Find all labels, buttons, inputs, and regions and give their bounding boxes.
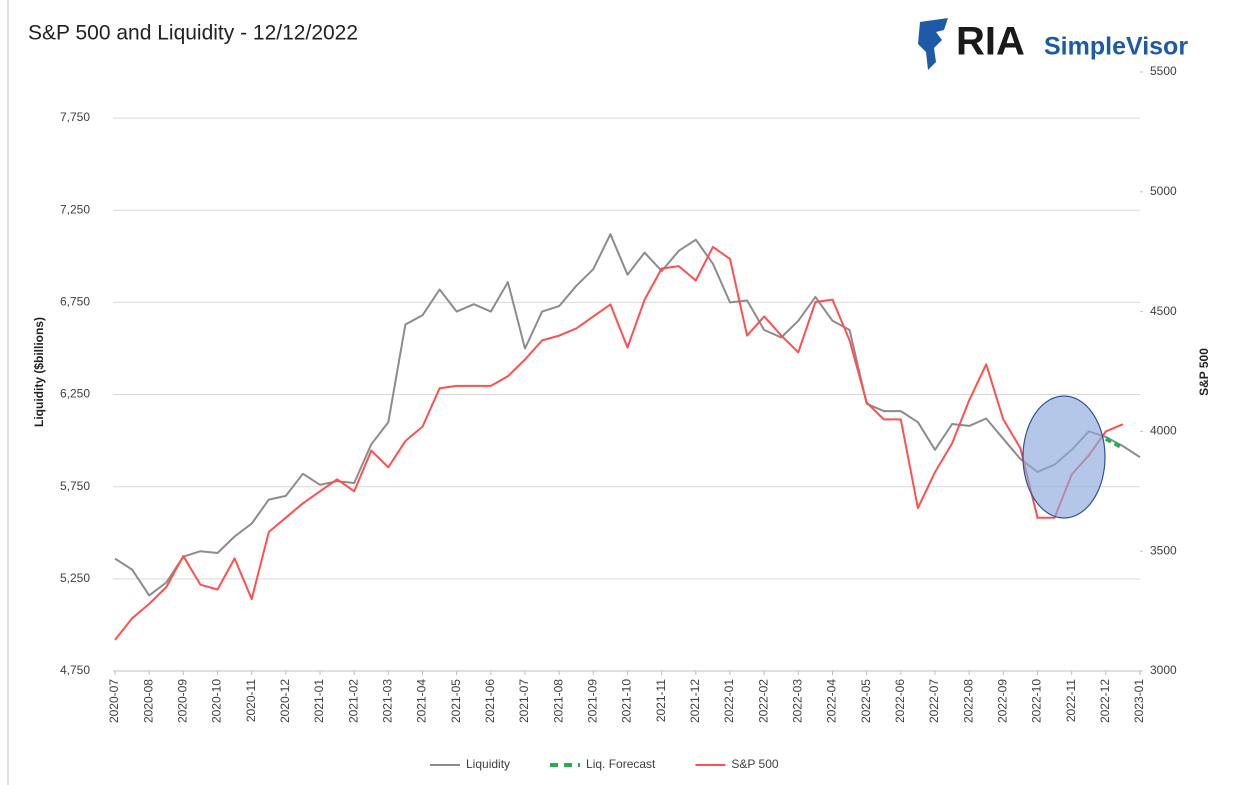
x-tick-label: 2022-12 [1098, 679, 1112, 723]
y2-tick-label: 3500 [1150, 543, 1177, 557]
x-tick-label: 2021-02 [346, 679, 360, 723]
chart-title: S&P 500 and Liquidity - 12/12/2022 [28, 22, 358, 45]
x-tick-label: 2022-02 [756, 679, 770, 723]
x-tick-label: 2022-08 [961, 679, 975, 723]
x-tick-label: 2020-10 [210, 679, 224, 723]
x-tick-label: 2020-09 [176, 679, 190, 723]
y-tick-label: 5,250 [60, 571, 90, 585]
x-tick-label: 2022-04 [825, 679, 839, 723]
series-line [114, 245, 1124, 641]
x-tick-label: 2021-08 [551, 679, 565, 723]
x-tick-label: 2021-09 [586, 679, 600, 723]
y-tick-label: 5,750 [60, 479, 90, 493]
legend-label: Liq. Forecast [586, 757, 656, 771]
x-tick-label: 2021-06 [483, 679, 497, 723]
x-tick-label: 2020-07 [107, 679, 121, 723]
logo-product: SimpleVisor [1044, 33, 1188, 61]
x-tick-label: 2021-10 [620, 679, 634, 723]
x-tick-label: 2022-06 [893, 679, 907, 723]
x-tick-label: 2022-09 [996, 679, 1010, 723]
y-tick-label: 7,750 [60, 110, 90, 124]
x-tick-label: 2023-01 [1132, 679, 1146, 723]
x-tick-label: 2022-01 [722, 679, 736, 723]
series-line [1104, 437, 1124, 450]
x-tick-label: 2020-11 [244, 679, 258, 722]
x-tick-label: 2022-11 [1064, 679, 1078, 722]
x-tick-label: 2022-03 [791, 679, 805, 723]
x-tick-label: 2022-07 [927, 679, 941, 723]
logo-icon [918, 18, 948, 70]
y2-tick-label: 5500 [1150, 64, 1177, 78]
x-tick-label: 2022-10 [1030, 679, 1044, 723]
y2-tick-label: 3000 [1150, 663, 1177, 677]
y-tick-label: 6,250 [60, 387, 90, 401]
highlight-ellipse [1022, 395, 1106, 519]
x-tick-label: 2021-07 [517, 679, 531, 723]
x-tick-label: 2022-05 [859, 679, 873, 723]
logo-brand: RIA [956, 20, 1025, 64]
x-tick-label: 2021-12 [688, 679, 702, 723]
x-tick-label: 2020-08 [141, 679, 155, 723]
y-tick-label: 4,750 [60, 663, 90, 677]
y2-tick-label: 4000 [1150, 424, 1177, 438]
legend-label: S&P 500 [731, 757, 778, 771]
y2-axis-label: S&P 500 [1197, 348, 1211, 396]
y2-tick-label: 4500 [1150, 304, 1177, 318]
x-tick-label: 2021-03 [381, 679, 395, 723]
x-tick-label: 2020-12 [278, 679, 292, 723]
y-tick-label: 7,250 [60, 202, 90, 216]
x-tick-label: 2021-05 [449, 679, 463, 723]
x-tick-label: 2021-01 [312, 679, 326, 723]
series-line [114, 233, 1141, 597]
y2-tick-label: 5000 [1150, 184, 1177, 198]
x-tick-label: 2021-11 [654, 679, 668, 722]
x-tick-label: 2021-04 [415, 679, 429, 723]
legend-label: Liquidity [466, 757, 510, 771]
logo: RIA SimpleVisor [918, 18, 1188, 70]
y-tick-label: 6,750 [60, 295, 90, 309]
y-axis-label: Liquidity ($billions) [32, 317, 46, 427]
